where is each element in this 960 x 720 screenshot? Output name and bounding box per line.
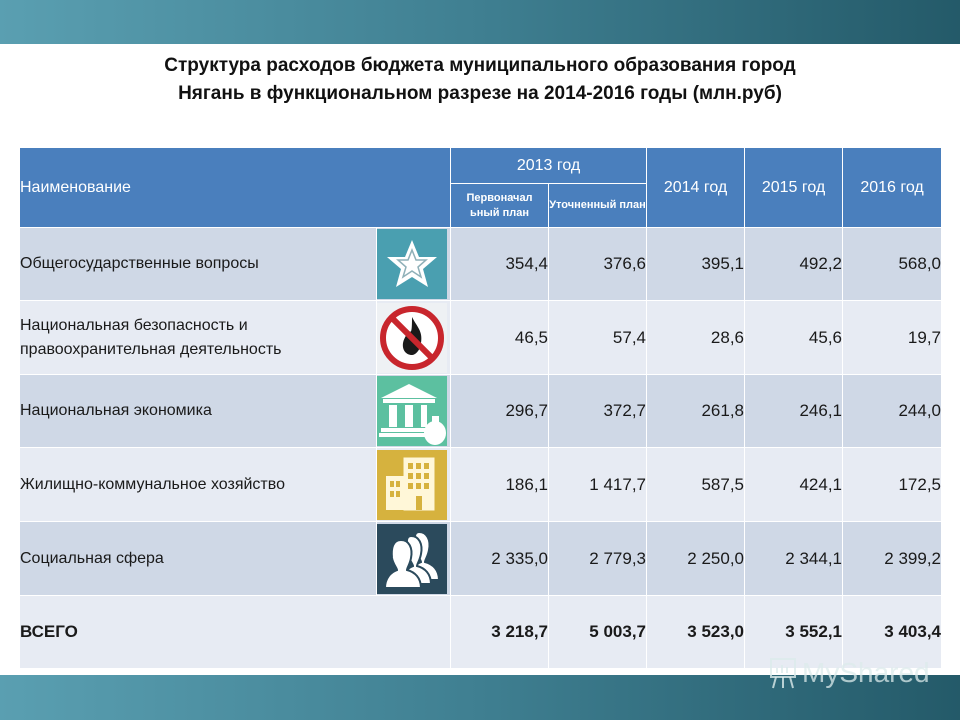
value-2015: 45,6	[744, 300, 844, 375]
value-2013-initial: 354,4	[450, 227, 550, 301]
header-2014: 2014 год	[646, 147, 746, 228]
table-row: Национальная безопасность и правоохранит…	[19, 300, 943, 375]
value-2015: 424,1	[744, 447, 844, 522]
total-2014: 3 523,0	[646, 595, 746, 669]
value-2014: 28,6	[646, 300, 746, 375]
value-2016: 244,0	[842, 374, 943, 448]
value-2013-initial: 186,1	[450, 447, 550, 522]
total-2013-revised: 5 003,7	[548, 595, 648, 669]
value-2014: 395,1	[646, 227, 746, 301]
value-2016: 172,5	[842, 447, 943, 522]
value-2015: 2 344,1	[744, 521, 844, 596]
header-2015: 2015 год	[744, 147, 844, 228]
watermark: MyShared	[768, 656, 930, 690]
total-2013-initial: 3 218,7	[450, 595, 550, 669]
row-name: Жилищно-коммунальное хозяйство	[19, 447, 377, 522]
value-2013-revised: 2 779,3	[548, 521, 648, 596]
buildings-icon	[377, 449, 447, 520]
value-2013-initial: 296,7	[450, 374, 550, 448]
total-label: ВСЕГО	[18, 595, 452, 669]
value-2014: 261,8	[646, 374, 746, 448]
page-title: Структура расходов бюджета муниципальног…	[0, 52, 960, 108]
table-row: Общегосударственные вопросы 354,4 376,6 …	[19, 227, 943, 301]
value-2016: 19,7	[842, 300, 943, 375]
table-row-total: ВСЕГО 3 218,7 5 003,7 3 523,0 3 552,1 3 …	[18, 595, 943, 669]
title-line-2: Нягань в функциональном разрезе на 2014-…	[178, 83, 782, 104]
row-name: Национальная безопасность и правоохранит…	[19, 300, 377, 375]
total-2015: 3 552,1	[744, 595, 844, 669]
title-line-1: Структура расходов бюджета муниципальног…	[164, 55, 796, 76]
table-row: Национальная экономика 296,7 372,7 261,8…	[19, 374, 943, 448]
value-2013-revised: 57,4	[548, 300, 648, 375]
people-icon	[377, 523, 447, 594]
header-2013-revised-plan: Уточненный план	[548, 183, 648, 228]
table-row: Социальная сфера 2 335,0 2 779,3 2 250,0…	[19, 521, 943, 596]
total-2016: 3 403,4	[842, 595, 943, 669]
value-2013-revised: 1 417,7	[548, 447, 648, 522]
bank-money-bag-icon	[377, 376, 447, 446]
value-2013-revised: 372,7	[548, 374, 648, 448]
bottom-decorative-band	[0, 675, 960, 720]
header-2016: 2016 год	[842, 147, 943, 228]
presentation-board-icon	[770, 658, 796, 689]
row-name: Общегосударственные вопросы	[19, 227, 377, 301]
header-2013-initial-plan: Первоначал ьный план	[450, 183, 550, 228]
top-decorative-band	[0, 0, 960, 44]
star-icon	[377, 229, 447, 299]
value-2014: 587,5	[646, 447, 746, 522]
value-2015: 246,1	[744, 374, 844, 448]
value-2013-initial: 2 335,0	[450, 521, 550, 596]
header-2013: 2013 год	[450, 147, 648, 184]
value-2016: 2 399,2	[842, 521, 943, 596]
value-2014: 2 250,0	[646, 521, 746, 596]
value-2016: 568,0	[842, 227, 943, 301]
watermark-text: MyShared	[802, 657, 930, 688]
header-name: Наименование	[18, 147, 452, 228]
no-fire-icon	[377, 302, 447, 373]
row-name: Социальная сфера	[19, 521, 377, 596]
row-name: Национальная экономика	[19, 374, 377, 448]
table-row: Жилищно-коммунальное хозяйство 186,1 1 4…	[19, 447, 943, 522]
value-2013-initial: 46,5	[450, 300, 550, 375]
budget-table: Наименование 2013 год 2014 год 2015 год …	[18, 147, 943, 669]
value-2015: 492,2	[744, 227, 844, 301]
value-2013-revised: 376,6	[548, 227, 648, 301]
